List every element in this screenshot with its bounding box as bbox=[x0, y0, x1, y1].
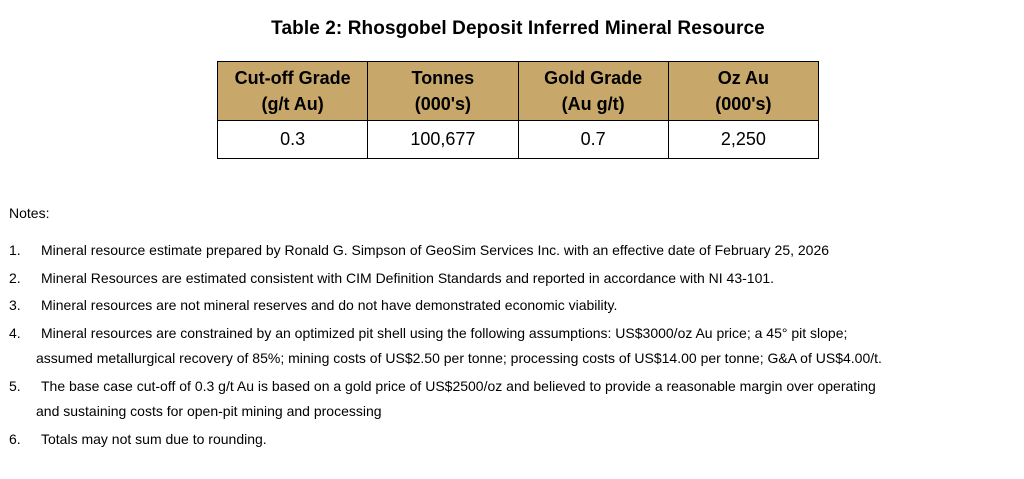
cell-oz-au: 2,250 bbox=[667, 120, 820, 159]
note-number: 2. bbox=[9, 269, 21, 286]
cell-cutoff-grade: 0.3 bbox=[216, 120, 369, 159]
note-text: Mineral resources are constrained by an … bbox=[41, 324, 848, 341]
note-item: 2. Mineral Resources are estimated consis… bbox=[9, 266, 1019, 292]
note-text: Totals may not sum due to rounding. bbox=[41, 430, 267, 447]
header-gold-grade: Gold Grade (Au g/t) bbox=[517, 61, 669, 121]
header-cutoff-grade: Cut-off Grade (g/t Au) bbox=[216, 61, 369, 121]
note-number: 4. bbox=[9, 324, 21, 341]
notes-heading: Notes: bbox=[9, 205, 50, 221]
note-item: 1. Mineral resource estimate prepared by … bbox=[9, 238, 1019, 264]
note-item: 5. The base case cut-off of 0.3 g/t Au is… bbox=[9, 374, 1019, 425]
note-text: The base case cut-off of 0.3 g/t Au is b… bbox=[41, 377, 876, 394]
note-text: Mineral Resources are estimated consiste… bbox=[41, 269, 775, 286]
note-item: 4. Mineral resources are constrained by a… bbox=[9, 321, 1019, 372]
notes-list: 1. Mineral resource estimate prepared by … bbox=[9, 238, 1019, 454]
table-title: Table 2: Rhosgobel Deposit Inferred Mine… bbox=[271, 18, 765, 39]
note-text-continued: assumed metallurgical recovery of 85%; m… bbox=[36, 350, 882, 366]
table-row: 0.3 100,677 0.7 2,250 bbox=[216, 120, 820, 159]
header-unit: (Au g/t) bbox=[561, 94, 625, 114]
header-tonnes: Tonnes (000's) bbox=[367, 61, 519, 121]
header-unit: (g/t Au) bbox=[261, 94, 324, 114]
note-number: 5. bbox=[9, 377, 21, 394]
note-item: 3. Mineral resources are not mineral rese… bbox=[9, 293, 1019, 319]
header-line: Cut-off Grade bbox=[234, 68, 351, 88]
header-line: Tonnes bbox=[411, 68, 475, 88]
note-number: 6. bbox=[9, 430, 21, 447]
header-unit: (000's) bbox=[715, 94, 772, 114]
note-number: 1. bbox=[9, 242, 21, 258]
header-line: Gold Grade bbox=[544, 68, 643, 88]
note-item: 6. Totals may not sum due to rounding. bbox=[9, 427, 1019, 453]
resource-table: Cut-off Grade (g/t Au) Tonnes (000's) Go… bbox=[216, 61, 820, 159]
note-text-continued: and sustaining costs for open-pit mining… bbox=[36, 403, 382, 419]
cell-gold-grade: 0.7 bbox=[517, 120, 669, 159]
header-line: Oz Au bbox=[717, 68, 770, 88]
cell-tonnes: 100,677 bbox=[367, 120, 519, 159]
header-oz-au: Oz Au (000's) bbox=[667, 61, 820, 121]
note-text: Mineral resources are not mineral reserv… bbox=[41, 297, 618, 313]
table-header-row: Cut-off Grade (g/t Au) Tonnes (000's) Go… bbox=[216, 61, 820, 121]
header-unit: (000's) bbox=[414, 94, 472, 114]
note-number: 3. bbox=[9, 297, 21, 313]
note-text: Mineral resource estimate prepared by Ro… bbox=[41, 242, 830, 258]
